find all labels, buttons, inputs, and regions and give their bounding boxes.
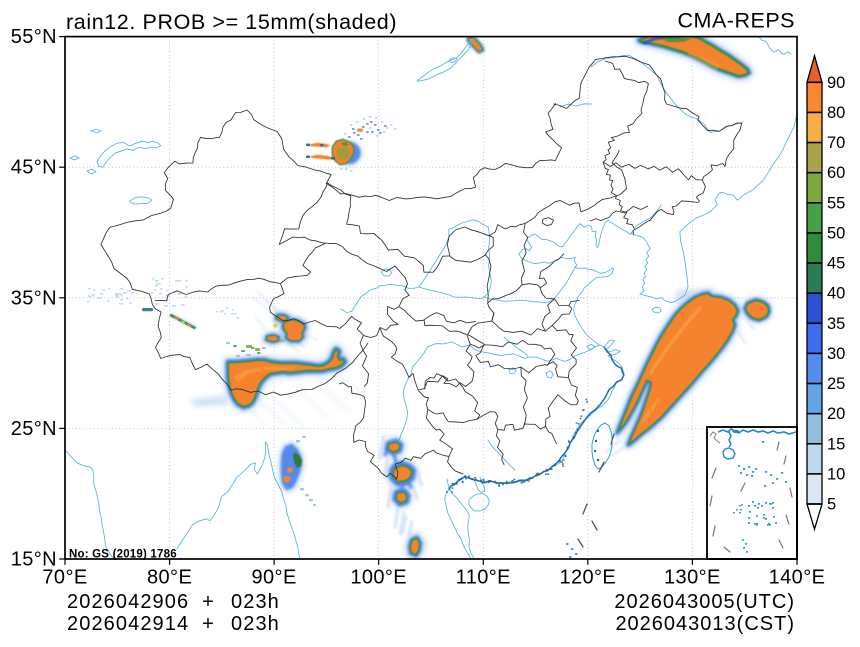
svg-text:110°E: 110°E [456,567,511,589]
svg-text:130°E: 130°E [664,567,721,589]
svg-text:140°E: 140°E [769,567,826,589]
svg-text:45°N: 45°N [11,157,57,179]
svg-text:45: 45 [827,255,845,273]
svg-text:5: 5 [827,496,836,514]
svg-text:30: 30 [827,345,845,363]
svg-text:2026042914: 2026042914 [67,613,189,635]
svg-text:+: + [202,591,214,613]
svg-text:25°N: 25°N [11,418,57,440]
svg-text:2026042906: 2026042906 [67,591,189,613]
svg-text:023h: 023h [231,613,280,635]
svg-text:rain12. PROB >= 15mm(shaded): rain12. PROB >= 15mm(shaded) [66,10,397,34]
svg-text:70°E: 70°E [42,567,87,589]
svg-text:55°N: 55°N [11,26,57,48]
svg-text:35°N: 35°N [11,287,57,309]
svg-text:15: 15 [827,435,845,453]
svg-text:CMA-REPS: CMA-REPS [678,9,795,33]
svg-text:2026043005(UTC): 2026043005(UTC) [614,591,795,613]
svg-text:15°N: 15°N [11,549,57,571]
svg-text:No: GS (2019) 1786: No: GS (2019) 1786 [69,549,177,561]
svg-text:90°E: 90°E [252,567,297,589]
svg-text:40: 40 [827,285,845,303]
svg-text:70: 70 [827,134,845,152]
svg-text:80: 80 [827,104,845,122]
svg-text:50: 50 [827,224,845,242]
svg-text:25: 25 [827,375,845,393]
svg-text:80°E: 80°E [147,567,192,589]
svg-text:35: 35 [827,315,845,333]
svg-text:023h: 023h [231,591,280,613]
svg-text:2026043013(CST): 2026043013(CST) [615,613,795,635]
svg-text:10: 10 [827,465,845,483]
svg-text:100°E: 100°E [350,567,407,589]
svg-text:55: 55 [827,194,845,212]
svg-text:60: 60 [827,164,845,182]
svg-text:+: + [202,613,214,635]
svg-text:120°E: 120°E [559,567,616,589]
svg-text:20: 20 [827,405,845,423]
svg-text:90: 90 [827,74,845,92]
